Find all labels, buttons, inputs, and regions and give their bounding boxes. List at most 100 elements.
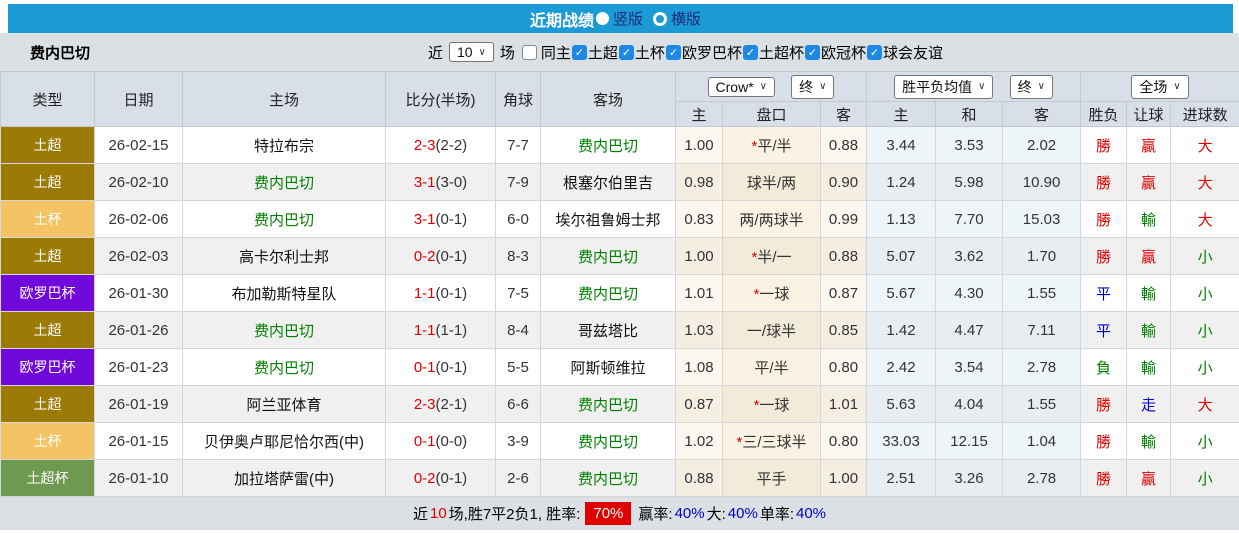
- avg-period-select[interactable]: 终∨: [1010, 75, 1053, 99]
- match-date: 26-02-03: [95, 238, 183, 275]
- horizontal-layout-radio[interactable]: [653, 12, 667, 26]
- checkbox-icon[interactable]: [522, 45, 537, 60]
- avg-draw-odds: 4.04: [936, 386, 1003, 423]
- checkbox-icon[interactable]: [619, 45, 634, 60]
- corner-score: 6-0: [496, 201, 541, 238]
- home-team: 费内巴切: [183, 349, 386, 386]
- league-badge: 土超: [1, 238, 95, 275]
- match-row: 土超 26-01-26 费内巴切 1-1(1-1) 8-4 哥兹塔比 1.03 …: [1, 312, 1239, 349]
- fulltime-score: 0-1: [414, 359, 436, 376]
- score-cell: 2-3(2-1): [386, 386, 496, 423]
- halftime-score: (3-0): [436, 174, 468, 191]
- halftime-score: (2-2): [436, 137, 468, 154]
- filter-checkbox-friendly[interactable]: 球会友谊: [866, 42, 943, 63]
- filter-bar: 费内巴切 近 10∨ 场 同主 土超 土杯 欧罗巴杯 土超杯 欧冠杯 球会友谊: [0, 33, 1239, 71]
- handicap-result-cell: 輸: [1127, 275, 1171, 312]
- crow-away-odds: 0.85: [821, 312, 867, 349]
- crow-home-odds: 1.08: [676, 349, 723, 386]
- corner-score: 5-5: [496, 349, 541, 386]
- crow-away-odds: 0.90: [821, 164, 867, 201]
- score-cell: 3-1(0-1): [386, 201, 496, 238]
- bookmaker-select-value: Crow*: [716, 79, 754, 95]
- handicap-result-cell: 贏: [1127, 238, 1171, 275]
- filter-checkbox-turkish-cup[interactable]: 土杯: [618, 42, 665, 63]
- match-row: 欧罗巴杯 26-01-30 布加勒斯特星队 1-1(0-1) 7-5 费内巴切 …: [1, 275, 1239, 312]
- avg-select[interactable]: 胜平负均值∨: [894, 75, 993, 99]
- away-team: 费内巴切: [541, 238, 676, 275]
- handicap-cell: 球半/两: [723, 164, 821, 201]
- checkbox-icon[interactable]: [572, 45, 587, 60]
- col-header-goals: 进球数: [1171, 102, 1239, 127]
- result-cell: 平: [1081, 275, 1127, 312]
- horizontal-layout-label[interactable]: 横版: [671, 8, 701, 29]
- handicap-cell: *三/三球半: [723, 423, 821, 460]
- match-date: 26-02-15: [95, 127, 183, 164]
- filter-checkbox-champions[interactable]: 欧冠杯: [804, 42, 866, 63]
- chevron-down-icon: ∨: [1038, 81, 1045, 92]
- title-bar: 近期战绩 竖版 横版: [8, 4, 1233, 33]
- checkbox-label: 欧罗巴杯: [682, 42, 742, 63]
- handicap-value: 平/半: [754, 360, 788, 377]
- filter-checkbox-europa[interactable]: 欧罗巴杯: [665, 42, 742, 63]
- goals-result-cell: 小: [1171, 460, 1239, 497]
- filter-checkbox-super-cup[interactable]: 土超杯: [742, 42, 804, 63]
- match-row: 土超 26-01-19 阿兰亚体育 2-3(2-1) 6-6 费内巴切 0.87…: [1, 386, 1239, 423]
- match-row: 土杯 26-01-15 贝伊奥卢耶尼恰尔西(中) 0-1(0-0) 3-9 费内…: [1, 423, 1239, 460]
- checkbox-icon[interactable]: [666, 45, 681, 60]
- checkbox-icon[interactable]: [805, 45, 820, 60]
- result-cell: 勝: [1081, 164, 1127, 201]
- handicap-value: 一球: [759, 286, 789, 303]
- halftime-score: (1-1): [436, 322, 468, 339]
- score-cell: 1-1(0-1): [386, 275, 496, 312]
- league-badge: 土超: [1, 127, 95, 164]
- match-count-value: 10: [457, 44, 473, 60]
- crow-period-select[interactable]: 终∨: [791, 75, 834, 99]
- filter-checkbox-super-lig[interactable]: 土超: [571, 42, 618, 63]
- page-title: 近期战绩: [530, 7, 594, 31]
- corner-score: 7-9: [496, 164, 541, 201]
- crow-header-group: Crow*∨ 终∨: [676, 72, 867, 102]
- match-row: 土超 26-02-10 费内巴切 3-1(3-0) 7-9 根塞尔伯里吉 0.9…: [1, 164, 1239, 201]
- match-count-select[interactable]: 10∨: [449, 42, 494, 62]
- crow-away-odds: 0.88: [821, 238, 867, 275]
- fullmatch-select[interactable]: 全场∨: [1131, 75, 1188, 99]
- score-cell: 0-2(0-1): [386, 460, 496, 497]
- bookmaker-select[interactable]: Crow*∨: [708, 77, 775, 97]
- goals-result-cell: 大: [1171, 386, 1239, 423]
- crow-home-odds: 0.88: [676, 460, 723, 497]
- halftime-score: (0-1): [436, 470, 468, 487]
- checkbox-icon[interactable]: [743, 45, 758, 60]
- handicap-result-cell: 輸: [1127, 349, 1171, 386]
- crow-period-value: 终: [799, 77, 813, 97]
- recent-label: 近: [428, 42, 443, 63]
- score-cell: 0-1(0-0): [386, 423, 496, 460]
- avg-away-odds: 1.70: [1003, 238, 1081, 275]
- avg-draw-odds: 3.54: [936, 349, 1003, 386]
- col-header-date: 日期: [95, 72, 183, 127]
- corner-score: 6-6: [496, 386, 541, 423]
- match-date: 26-01-15: [95, 423, 183, 460]
- avg-select-value: 胜平负均值: [902, 77, 972, 97]
- avg-home-odds: 2.42: [867, 349, 936, 386]
- col-header-crow-away: 客: [821, 102, 867, 127]
- away-team: 费内巴切: [541, 460, 676, 497]
- result-cell: 勝: [1081, 423, 1127, 460]
- match-date: 26-01-30: [95, 275, 183, 312]
- col-header-result: 胜负: [1081, 102, 1127, 127]
- filters-group: 近 10∨ 场 同主 土超 土杯 欧罗巴杯 土超杯 欧冠杯 球会友谊: [428, 42, 943, 63]
- avg-home-odds: 2.51: [867, 460, 936, 497]
- home-team: 高卡尔利士邦: [183, 238, 386, 275]
- col-header-score: 比分(半场): [386, 72, 496, 127]
- home-team: 阿兰亚体育: [183, 386, 386, 423]
- home-team: 费内巴切: [183, 164, 386, 201]
- crow-home-odds: 0.87: [676, 386, 723, 423]
- vertical-layout-radio[interactable]: [596, 12, 609, 25]
- corner-score: 7-5: [496, 275, 541, 312]
- avg-home-odds: 1.42: [867, 312, 936, 349]
- league-badge: 欧罗巴杯: [1, 349, 95, 386]
- fulltime-score: 1-1: [414, 322, 436, 339]
- vertical-layout-label[interactable]: 竖版: [613, 8, 643, 29]
- filter-checkbox-same-home[interactable]: 同主: [521, 42, 571, 63]
- checkbox-icon[interactable]: [867, 45, 882, 60]
- team-name: 费内巴切: [30, 42, 90, 63]
